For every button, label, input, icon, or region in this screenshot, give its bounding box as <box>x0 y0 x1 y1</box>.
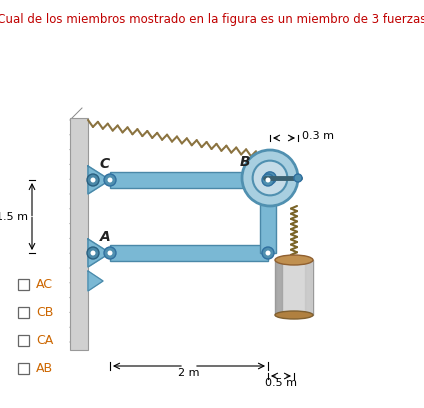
Bar <box>18 279 29 290</box>
Circle shape <box>87 174 99 186</box>
Bar <box>18 335 29 346</box>
Text: B: B <box>240 155 251 169</box>
Circle shape <box>90 251 95 255</box>
Text: C: C <box>100 157 110 171</box>
Bar <box>110 245 268 261</box>
Circle shape <box>87 247 99 259</box>
Circle shape <box>104 174 116 186</box>
Polygon shape <box>88 271 103 291</box>
Circle shape <box>265 177 271 182</box>
Circle shape <box>108 251 112 255</box>
Text: AB: AB <box>36 362 53 375</box>
Circle shape <box>294 174 302 182</box>
Bar <box>18 363 29 374</box>
Text: 0.3 m: 0.3 m <box>302 131 334 141</box>
Bar <box>70 118 88 350</box>
Bar <box>275 260 313 315</box>
Text: 0.5 m: 0.5 m <box>265 378 297 388</box>
Text: 2 m: 2 m <box>178 368 200 378</box>
Circle shape <box>262 247 274 259</box>
Circle shape <box>242 150 298 206</box>
Circle shape <box>253 161 287 195</box>
Text: CA: CA <box>36 334 53 347</box>
Bar <box>260 180 276 253</box>
Ellipse shape <box>275 255 313 265</box>
Circle shape <box>104 247 116 259</box>
Polygon shape <box>88 239 110 267</box>
Circle shape <box>108 177 112 182</box>
Bar <box>18 307 29 318</box>
Circle shape <box>262 174 274 186</box>
Text: A: A <box>100 230 111 244</box>
Circle shape <box>264 172 276 184</box>
Circle shape <box>265 251 271 255</box>
Ellipse shape <box>275 311 313 319</box>
Text: ¿Cual de los miembros mostrado en la figura es un miembro de 3 fuerzas?: ¿Cual de los miembros mostrado en la fig… <box>0 13 424 26</box>
Bar <box>110 172 268 188</box>
Polygon shape <box>88 166 110 194</box>
Text: 1.5 m: 1.5 m <box>0 211 28 222</box>
Circle shape <box>90 177 95 182</box>
Text: AC: AC <box>36 278 53 291</box>
Text: CB: CB <box>36 306 53 319</box>
